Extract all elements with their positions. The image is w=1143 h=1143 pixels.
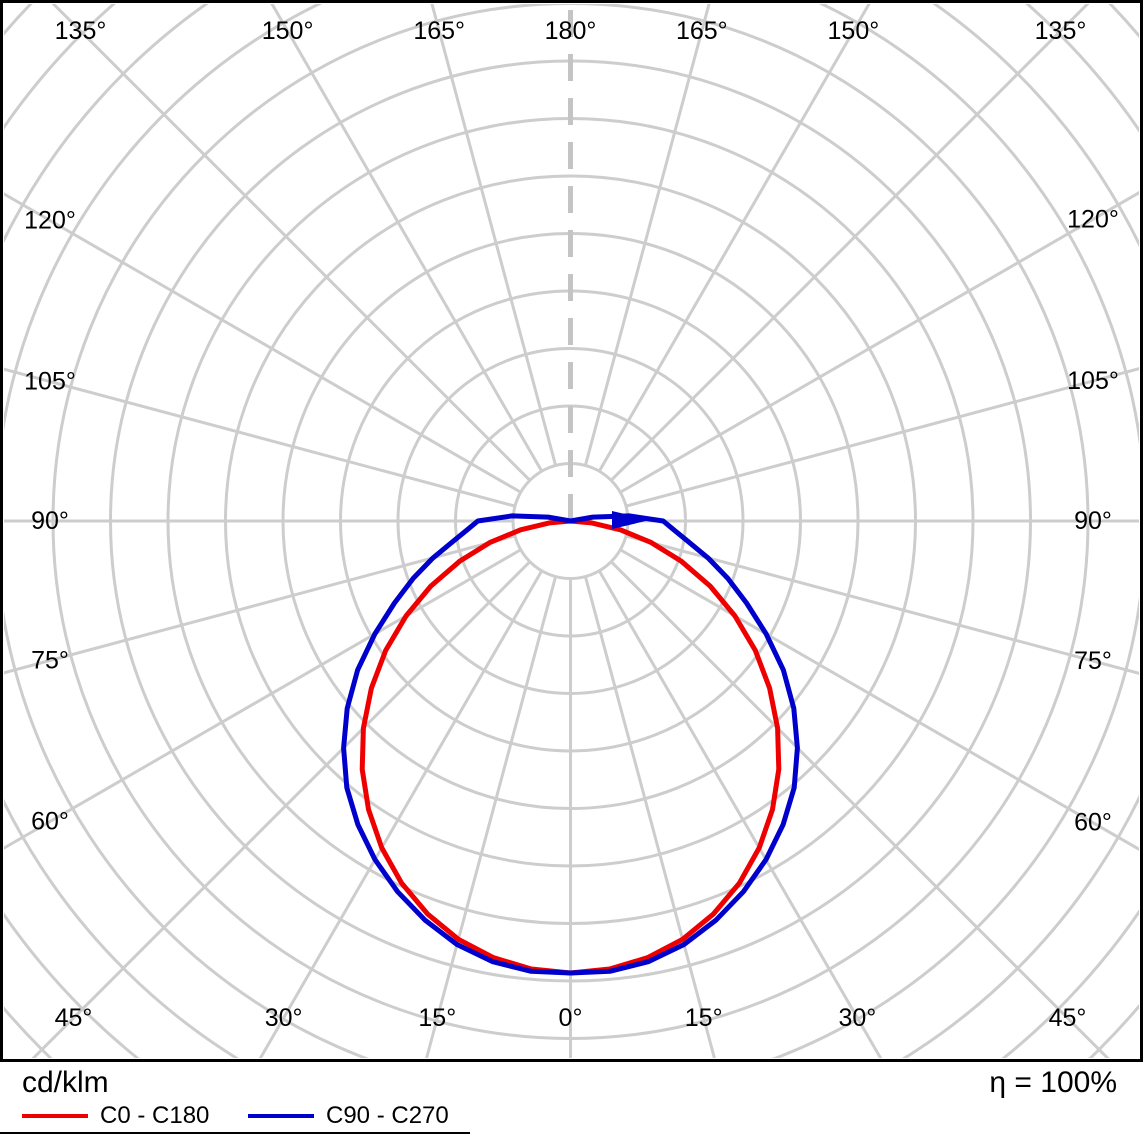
- grid-radial-line: [4, 534, 516, 675]
- legend-swatch-c0: [22, 1114, 88, 1118]
- grid-radial-line: [258, 570, 544, 1058]
- angle-label: 75°: [31, 647, 69, 675]
- grid-radial-line: [425, 576, 558, 1058]
- angle-label: 105°: [1067, 367, 1119, 395]
- grid-radial-line: [4, 367, 516, 508]
- chart-footer: cd/klm η = 100% C0 - C180 C90 - C270: [0, 1062, 1143, 1143]
- grid-radial-line: [4, 548, 522, 850]
- angle-label: 60°: [31, 808, 69, 836]
- legend-item-c0-c180: C0 - C180: [22, 1102, 209, 1130]
- angle-label: 180°: [545, 17, 597, 45]
- legend-item-c90-c270: C90 - C270: [248, 1102, 449, 1130]
- angle-label: 0°: [559, 1004, 583, 1032]
- angle-label: 45°: [55, 1004, 93, 1032]
- angle-label: 120°: [1067, 205, 1119, 233]
- grid-radial-line: [619, 191, 1139, 494]
- angle-label: 15°: [685, 1004, 723, 1032]
- angle-label: 150°: [262, 17, 314, 45]
- angle-label: 120°: [24, 207, 76, 235]
- legend-underline: [0, 1132, 470, 1134]
- angle-label: 135°: [55, 17, 107, 45]
- angle-label: 60°: [1074, 809, 1112, 837]
- angle-label: 75°: [1074, 647, 1112, 675]
- angle-label: 135°: [1035, 17, 1087, 45]
- legend-swatch-c90: [248, 1114, 314, 1118]
- legend-label-c0: C0 - C180: [100, 1102, 210, 1129]
- angle-label: 30°: [265, 1004, 303, 1032]
- grid-radial-line: [51, 4, 531, 482]
- grid-radial-line: [430, 4, 558, 466]
- grid-radial-line: [597, 4, 871, 472]
- grid-radial-line: [270, 4, 544, 472]
- angle-label: 105°: [24, 368, 76, 396]
- grid-radial-line: [619, 548, 1139, 851]
- grid-radial-line: [4, 192, 522, 494]
- legend-label-c90: C90 - C270: [326, 1102, 449, 1129]
- radial-unit-label: cd/klm: [22, 1066, 109, 1099]
- curve-C90-C270: [341, 513, 800, 976]
- grid-radial-line: [610, 560, 1110, 1058]
- efficiency-label: η = 100%: [989, 1066, 1117, 1099]
- angle-label: 150°: [828, 17, 880, 45]
- grid-radial-line: [625, 534, 1139, 675]
- grid-radial-line: [583, 4, 711, 466]
- grid-radial-line: [597, 570, 883, 1058]
- angle-label: 90°: [31, 507, 69, 535]
- polar-grid: [4, 4, 1139, 1058]
- curve-direction-arrow-icon: [612, 511, 650, 529]
- angle-label: 15°: [418, 1004, 456, 1032]
- grid-radial-line: [583, 576, 716, 1058]
- grid-radial-line: [31, 560, 531, 1058]
- grid-radial-line: [625, 367, 1139, 508]
- angle-label: 90°: [1074, 507, 1112, 535]
- angle-label: 30°: [838, 1004, 876, 1032]
- angle-label: 165°: [413, 17, 465, 45]
- angle-labels: 0° 15° 15° 30° 30° 45° 45° 60° 60° 75° 75° 90° 90° 10…: [24, 17, 1119, 1032]
- angle-label: 165°: [676, 17, 728, 45]
- angle-label: 45°: [1049, 1004, 1087, 1032]
- polar-chart: 0° 15° 15° 30° 30° 45° 45° 60° 60° 75° 75° 90° 90° 10…: [0, 0, 1143, 1062]
- grid-radial-line: [610, 4, 1090, 482]
